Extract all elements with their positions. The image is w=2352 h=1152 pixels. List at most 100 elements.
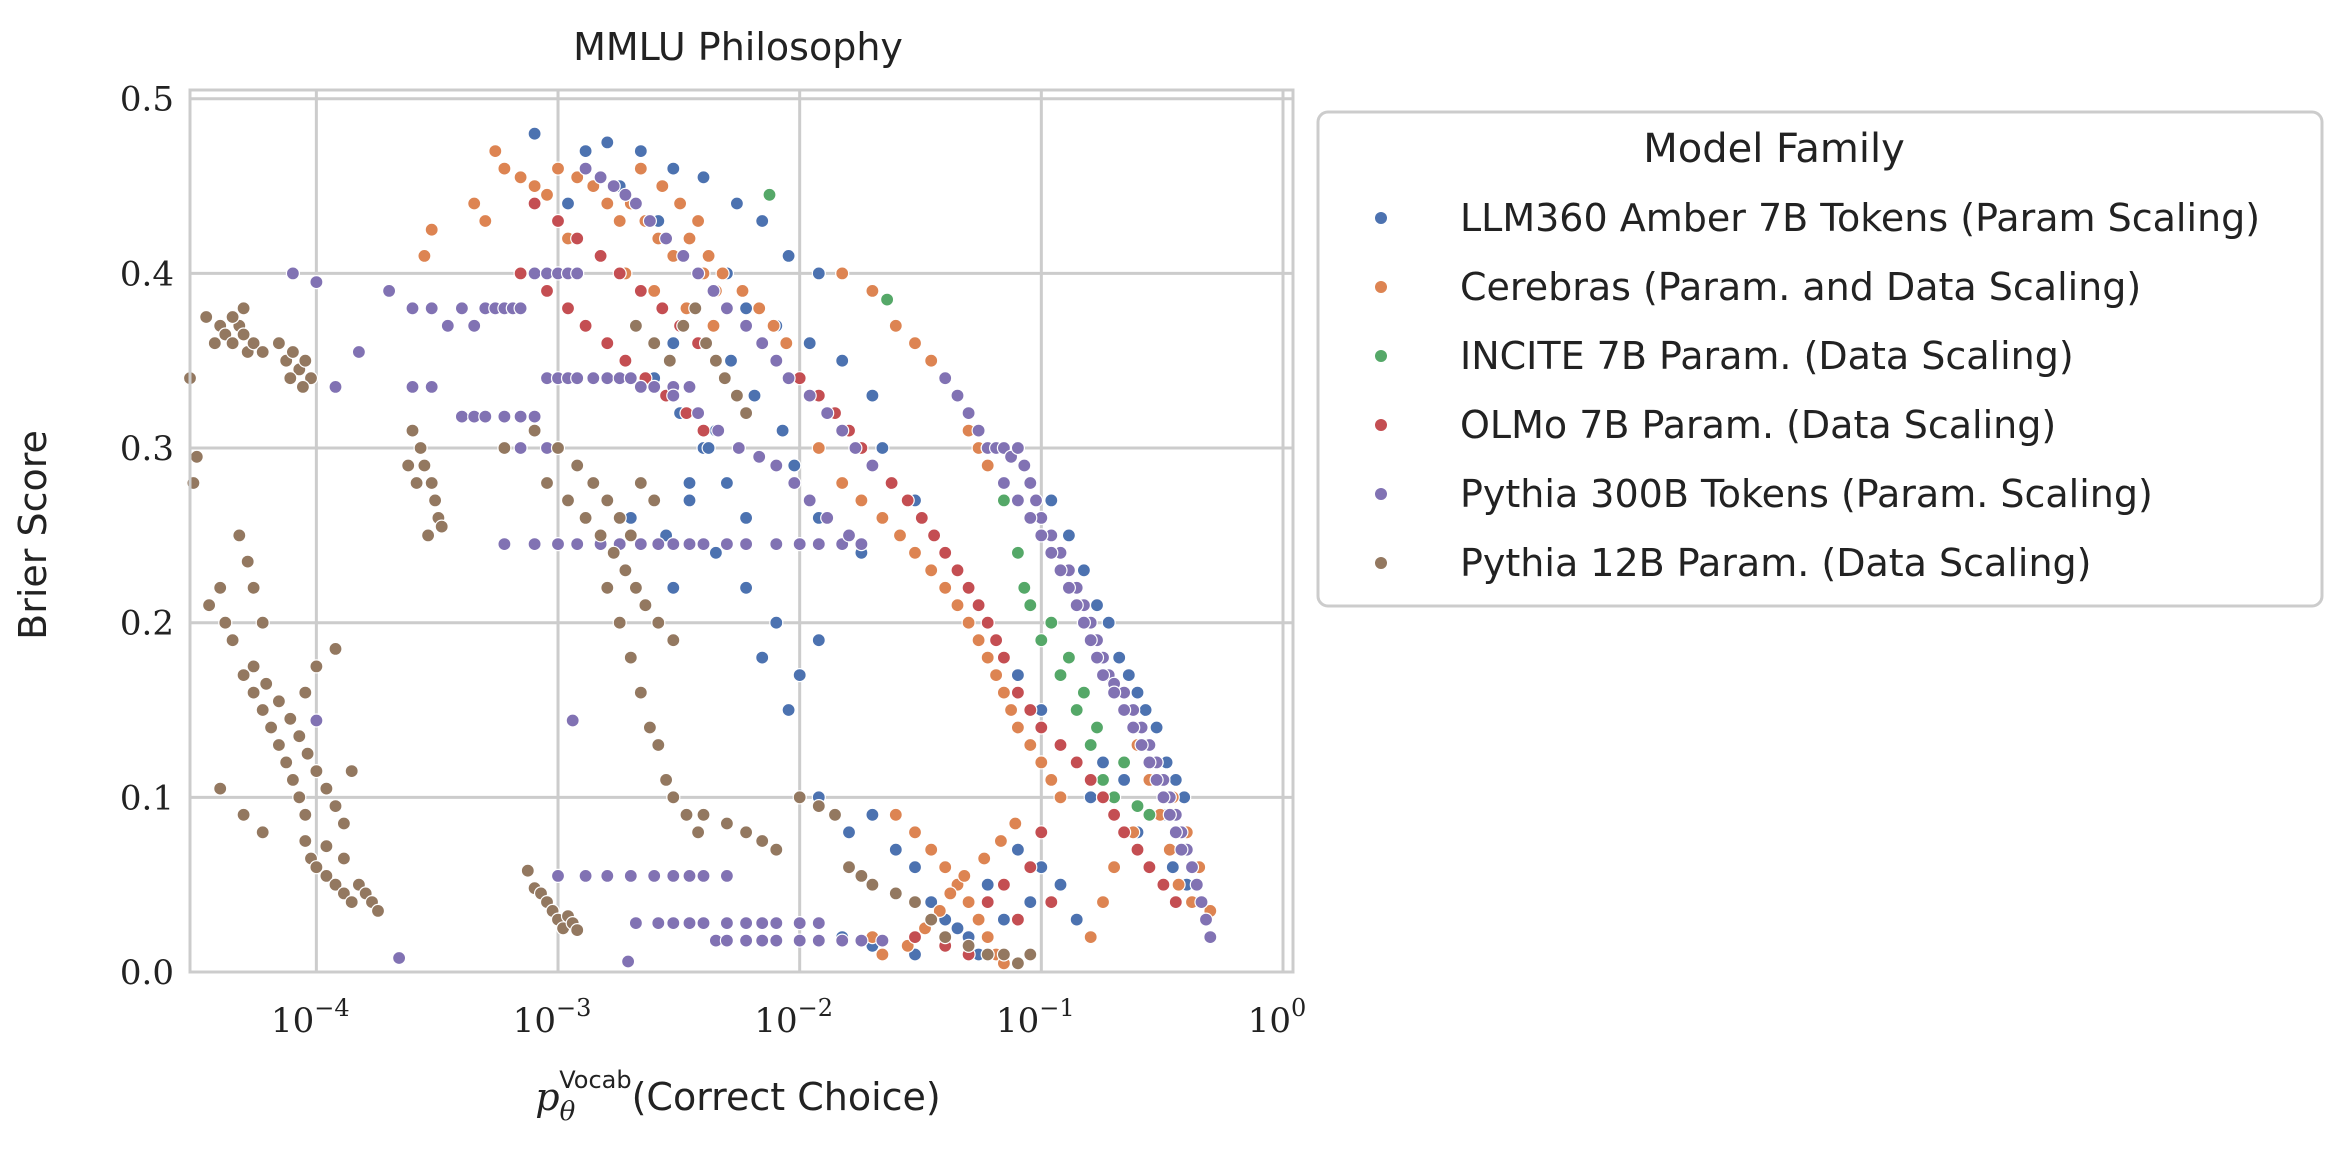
data-point-series-5	[1083, 633, 1098, 648]
data-point-series-5	[781, 371, 796, 386]
data-point-series-6	[199, 309, 214, 325]
data-point-series-2	[467, 196, 482, 211]
data-point-series-5	[497, 409, 512, 424]
data-point-series-1	[811, 633, 826, 648]
data-point-series-1	[708, 545, 724, 560]
data-point-series-6	[218, 615, 233, 630]
data-point-series-6	[292, 790, 307, 805]
data-point-series-5	[647, 868, 662, 884]
data-point-series-6	[570, 458, 585, 473]
data-point-series-1	[888, 842, 903, 857]
data-point-series-6	[232, 528, 247, 543]
data-point-series-6	[938, 929, 953, 945]
data-point-series-2	[735, 283, 750, 298]
data-point-series-6	[336, 851, 351, 866]
legend-label: Cerebras (Param. and Data Scaling)	[1460, 265, 2141, 309]
data-point-series-6	[578, 510, 593, 526]
data-point-series-6	[642, 720, 658, 735]
legend-label: LLM360 Amber 7B Tokens (Param Scaling)	[1460, 196, 2260, 240]
data-point-series-1	[1089, 598, 1105, 613]
data-point-series-6	[292, 729, 307, 744]
data-point-series-4	[527, 196, 542, 211]
data-point-series-6	[246, 580, 261, 595]
data-point-series-1	[560, 196, 576, 211]
data-point-series-1	[787, 458, 802, 473]
data-point-series-2	[1008, 816, 1023, 831]
data-point-series-2	[993, 833, 1009, 849]
data-point-series-5	[1010, 440, 1026, 456]
x-axis-label: pθ Vocab(Correct Choice)	[535, 1066, 940, 1127]
data-point-series-5	[565, 713, 580, 728]
data-point-series-5	[497, 536, 512, 552]
tick-labels: 0.0 0.1 0.2 0.3 0.4 0.5 10−4 10−3 10−2 10−1 100	[120, 80, 1306, 1041]
x-tick-label: 10−1	[996, 994, 1075, 1041]
data-point-series-2	[1044, 772, 1059, 788]
data-point-series-4	[907, 929, 923, 945]
data-point-series-5	[620, 954, 636, 969]
data-point-series-3	[1061, 650, 1077, 665]
data-point-series-6	[647, 493, 662, 508]
data-point-series-5	[1149, 772, 1164, 788]
y-axis-label: Brier Score	[11, 430, 55, 640]
data-point-series-2	[924, 353, 939, 368]
data-point-series-1	[1112, 650, 1127, 665]
data-point-series-3	[1010, 545, 1026, 560]
data-point-series-6	[679, 807, 694, 822]
data-point-series-4	[1116, 825, 1132, 840]
data-point-series-1	[907, 860, 923, 875]
y-tick-label: 0.1	[120, 778, 174, 818]
x-axis-label-superscript: Vocab	[559, 1066, 631, 1094]
data-point-series-5	[938, 371, 953, 386]
data-point-series-1	[666, 336, 681, 351]
data-point-series-5	[658, 231, 674, 246]
legend-marker	[1375, 557, 1387, 569]
data-point-series-5	[593, 170, 608, 185]
data-point-series-5	[1198, 912, 1214, 927]
data-point-series-6	[213, 781, 228, 796]
data-point-series-5	[1095, 667, 1111, 683]
data-point-series-5	[696, 868, 711, 884]
data-point-series-2	[854, 493, 869, 508]
data-point-series-5	[440, 318, 455, 333]
data-point-series-5	[738, 318, 754, 333]
data-point-series-6	[688, 301, 703, 316]
data-point-series-5	[1061, 580, 1077, 595]
data-point-series-5	[651, 915, 666, 931]
data-point-series-6	[497, 440, 512, 456]
data-point-series-1	[682, 475, 697, 491]
data-point-series-5	[454, 409, 469, 424]
data-point-series-6	[841, 860, 857, 875]
data-point-series-5	[642, 213, 658, 229]
data-point-series-5	[586, 371, 601, 386]
data-point-series-2	[971, 633, 986, 648]
data-point-series-2	[977, 851, 992, 866]
data-point-series-6	[550, 440, 566, 456]
data-point-series-2	[961, 615, 976, 630]
data-point-series-1	[666, 161, 681, 176]
data-point-series-3	[1044, 615, 1059, 630]
data-point-series-5	[1089, 650, 1105, 665]
data-point-series-2	[996, 685, 1012, 700]
data-point-series-1	[950, 921, 965, 936]
data-point-series-6	[264, 720, 279, 735]
data-point-series-4	[980, 615, 995, 630]
data-point-series-5	[1023, 475, 1038, 491]
data-point-series-1	[865, 388, 880, 403]
data-point-series-1	[1076, 563, 1092, 578]
data-point-series-6	[708, 353, 724, 368]
data-point-series-5	[1126, 720, 1141, 735]
data-point-series-2	[907, 825, 923, 840]
data-point-series-4	[950, 563, 965, 578]
data-point-series-5	[854, 933, 869, 948]
data-point-series-2	[513, 170, 528, 185]
data-point-series-6	[769, 842, 784, 857]
data-point-series-5	[676, 248, 691, 263]
data-point-series-5	[392, 950, 407, 966]
data-point-series-6	[424, 475, 439, 491]
data-point-series-6	[907, 894, 923, 910]
legend-items: LLM360 Amber 7B Tokens (Param Scaling) Ce…	[1375, 196, 2260, 585]
data-point-series-6	[417, 458, 432, 473]
data-point-series-6	[401, 458, 416, 473]
data-point-series-5	[666, 536, 681, 552]
data-point-series-5	[623, 868, 638, 884]
